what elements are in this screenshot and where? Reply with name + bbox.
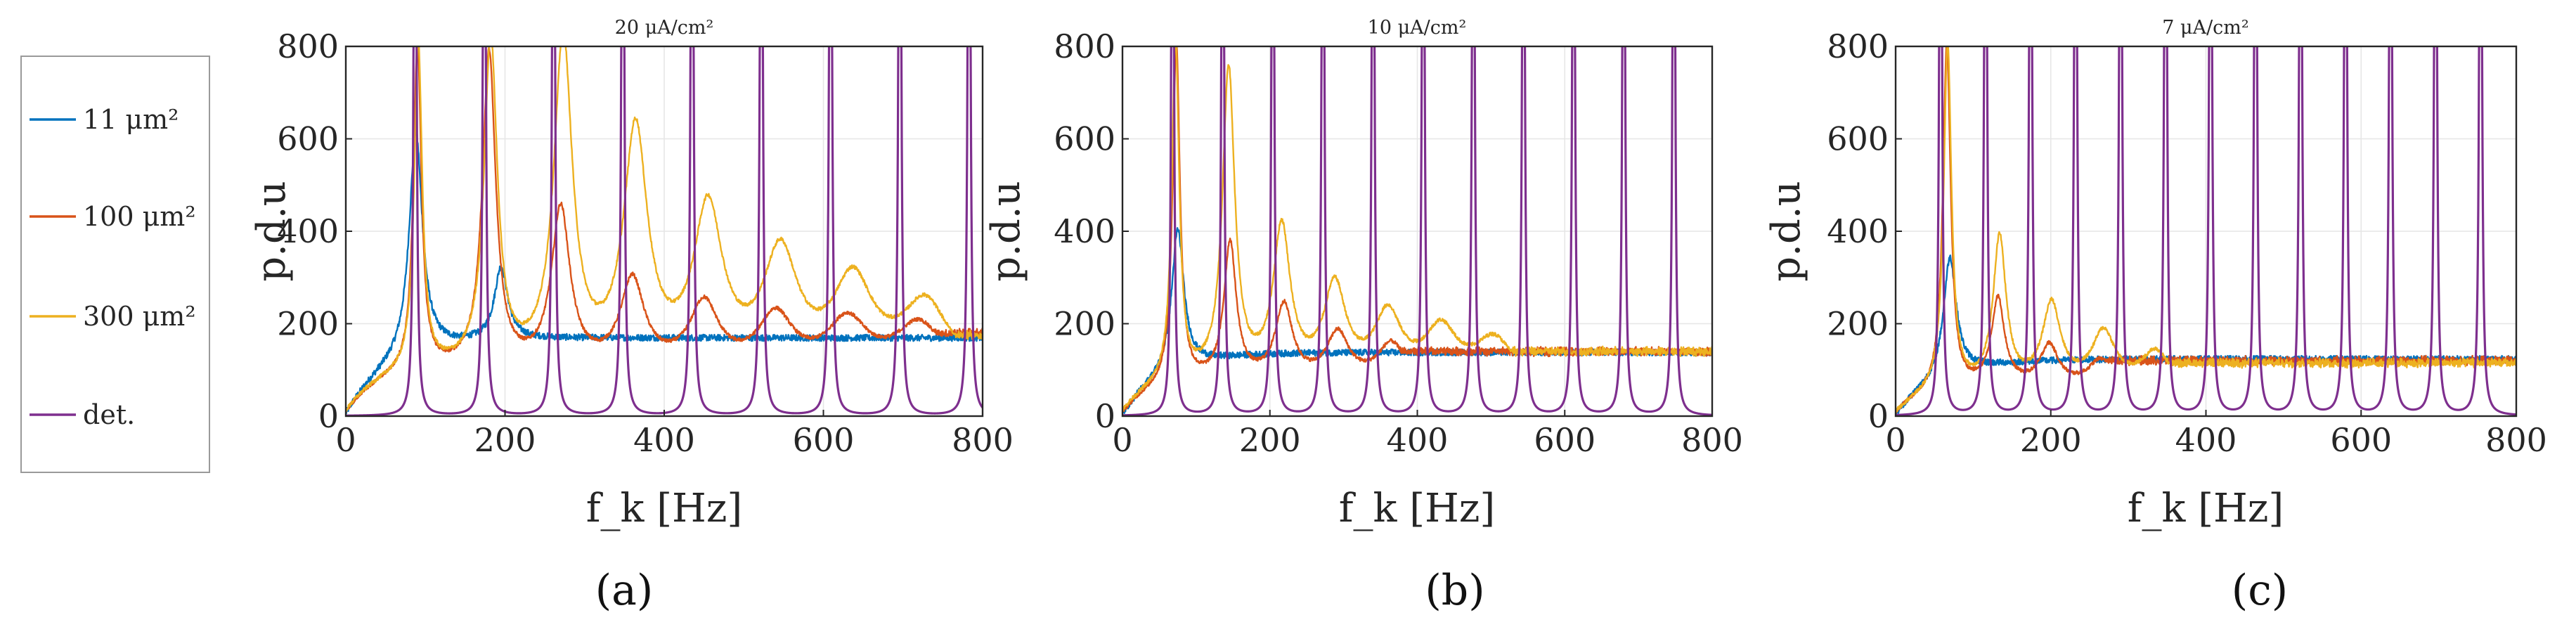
legend-label-det: det. xyxy=(83,399,135,430)
panel-b-grid xyxy=(1122,46,1713,417)
panel-c-xtick-label: 200 xyxy=(2020,421,2082,459)
panel-a-xtick-label: 600 xyxy=(793,421,855,459)
panel-c-subfigure-label: (c) xyxy=(2232,566,2288,615)
panel-a-ytick-label: 600 xyxy=(277,120,339,158)
panel-c-ytick-label: 800 xyxy=(1827,27,1889,65)
panel-c-ytick-label: 200 xyxy=(1827,305,1889,343)
panel-a-xtick-label: 200 xyxy=(474,421,536,459)
panel-b-xlabel: f_k [Hz] xyxy=(1339,486,1496,531)
panel-a-ytick-label: 0 xyxy=(318,397,339,435)
panel-b-ytick-label: 200 xyxy=(1054,305,1115,343)
legend-label-300: 300 μm² xyxy=(83,301,196,332)
panel-c-ytick-label: 600 xyxy=(1827,120,1889,158)
panel-c-ytick-label: 400 xyxy=(1827,212,1889,250)
panel-a-title: 20 μA/cm² xyxy=(615,17,714,39)
panel-b-xtick-label: 400 xyxy=(1387,421,1449,459)
panel-b-xtick-label: 800 xyxy=(1681,421,1743,459)
panel-b-series-det xyxy=(1122,46,1712,416)
panel-a-subfigure-label: (a) xyxy=(595,566,654,615)
panel-c-ytick-label: 0 xyxy=(1868,397,1889,435)
panel-b-xtick-label: 600 xyxy=(1534,421,1596,459)
legend-label-100: 100 μm² xyxy=(83,201,196,232)
legend-entry-det: det. xyxy=(30,399,135,430)
panel-a-ylabel: p.d.u xyxy=(249,181,295,281)
legend-label-11: 11 μm² xyxy=(83,104,179,135)
legend: 11 μm² 100 μm² 300 μm² det. xyxy=(20,56,210,473)
panel-c-series-det xyxy=(1896,46,2516,416)
panel-b: 0 200 400 600 800 0 200 400 600 800 10 μA/cm² p.d… xyxy=(983,17,1743,615)
panel-a-xtick-label: 800 xyxy=(952,421,1014,459)
panel-a-xlabel: f_k [Hz] xyxy=(586,486,743,531)
panel-c-title: 7 μA/cm² xyxy=(2162,17,2248,39)
legend-box xyxy=(20,56,210,473)
panel-a-series-100 xyxy=(346,46,983,413)
panel-c-xtick-label: 0 xyxy=(1885,421,1905,459)
panel-a-ytick-label: 400 xyxy=(277,212,339,250)
panel-b-ytick-label: 800 xyxy=(1054,27,1115,65)
panel-b-ylabel: p.d.u xyxy=(983,181,1029,281)
legend-entry-300: 300 μm² xyxy=(30,301,196,332)
panel-c-xtick-label: 600 xyxy=(2330,421,2392,459)
panel-c-ticks: 0 200 400 600 800 0 200 400 600 800 xyxy=(1827,27,2547,459)
panel-a: 0 200 400 600 800 0 200 400 600 800 20 μA/cm² p.d… xyxy=(249,17,1014,615)
panel-b-subfigure-label: (b) xyxy=(1425,566,1484,615)
panel-b-ytick-label: 400 xyxy=(1054,212,1115,250)
panel-b-series-100 xyxy=(1122,46,1712,413)
panel-c-xtick-label: 400 xyxy=(2175,421,2237,459)
panel-b-xtick-label: 200 xyxy=(1239,421,1301,459)
panel-a-series-300 xyxy=(346,46,983,412)
panel-c-ylabel: p.d.u xyxy=(1763,181,1809,281)
panel-b-ticks: 0 200 400 600 800 0 200 400 600 800 xyxy=(1054,27,1743,459)
legend-entry-100: 100 μm² xyxy=(30,201,196,232)
panel-b-ytick-label: 600 xyxy=(1054,120,1115,158)
legend-entry-11: 11 μm² xyxy=(30,104,179,135)
panel-b-series xyxy=(1122,46,1712,416)
panel-a-grid xyxy=(345,46,983,417)
panel-a-ytick-label: 800 xyxy=(277,27,339,65)
panel-b-ytick-label: 0 xyxy=(1095,397,1115,435)
panel-a-xtick-label: 400 xyxy=(633,421,695,459)
panel-a-xtick-label: 0 xyxy=(335,421,356,459)
panel-c-xtick-label: 800 xyxy=(2485,421,2547,459)
panel-a-ytick-label: 200 xyxy=(277,305,339,343)
panel-a-ticks: 0 200 400 600 800 0 200 400 600 800 xyxy=(277,27,1014,459)
panel-c-series xyxy=(1896,46,2516,416)
panel-a-series-11 xyxy=(346,129,983,415)
panel-c-xlabel: f_k [Hz] xyxy=(2128,486,2284,531)
panel-c: 0 200 400 600 800 0 200 400 600 800 7 μA/cm² p.d.… xyxy=(1763,17,2547,615)
panel-b-title: 10 μA/cm² xyxy=(1368,17,1467,39)
panel-b-xtick-label: 0 xyxy=(1112,421,1132,459)
